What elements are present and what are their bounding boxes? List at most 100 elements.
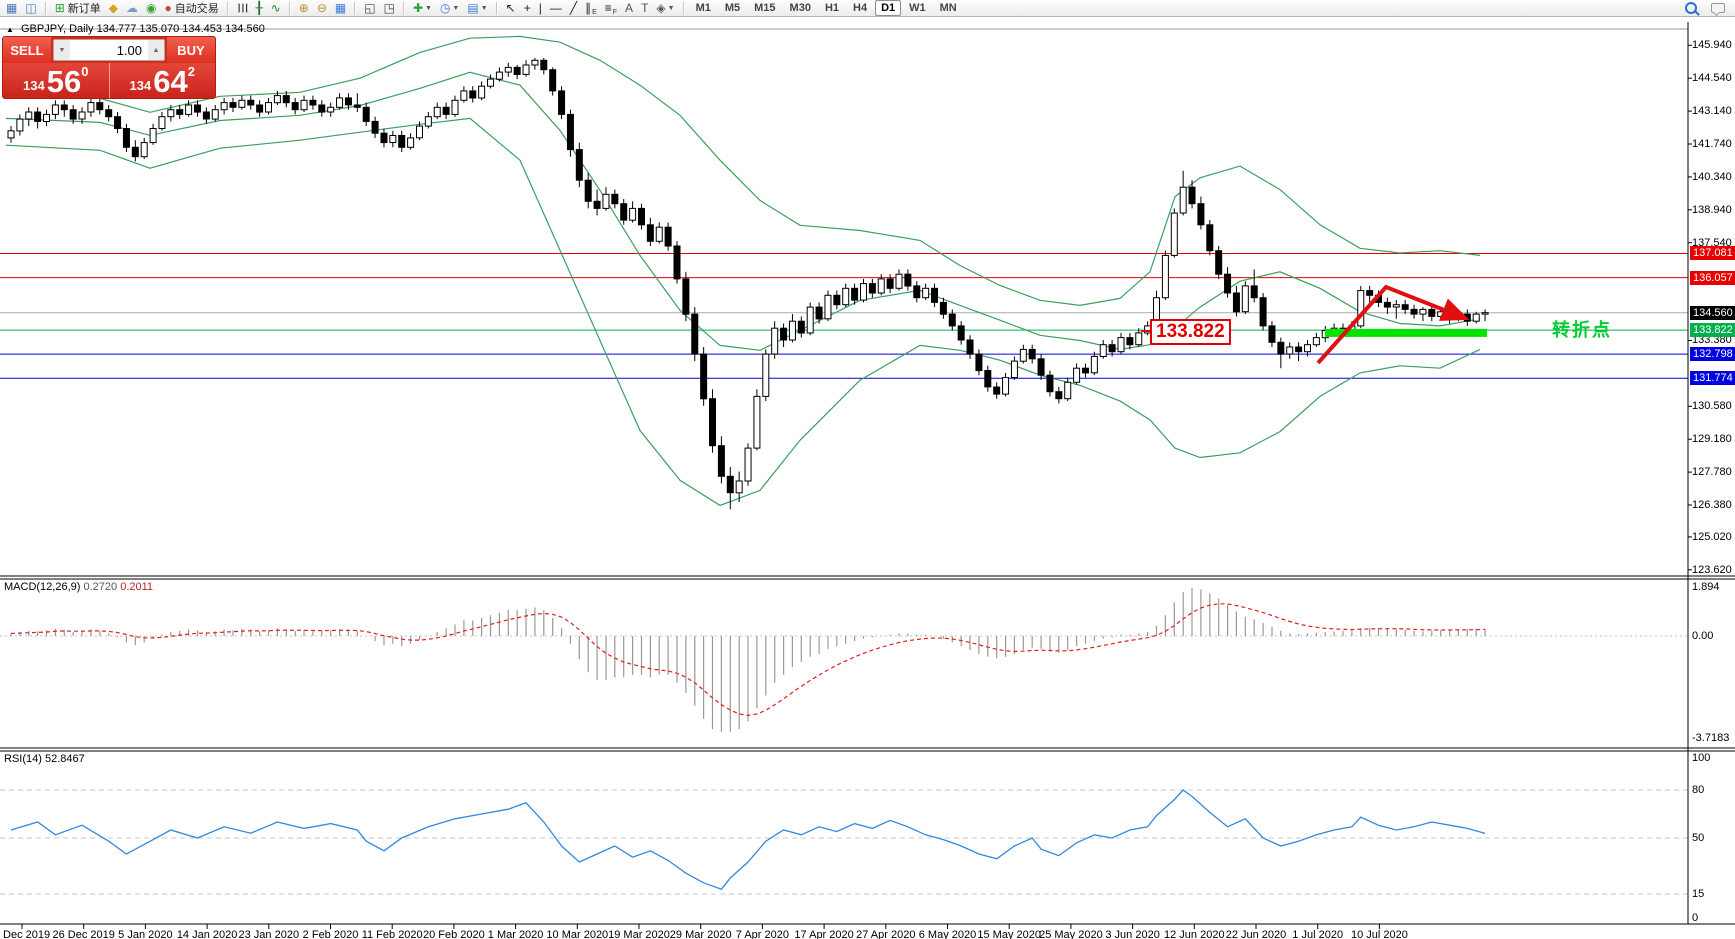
chevron-down-icon[interactable]: ▼ xyxy=(480,4,488,12)
macd-pane[interactable] xyxy=(0,588,1688,732)
volume-input[interactable]: 1.00 xyxy=(116,42,142,58)
periods-button[interactable]: ◷ ▼ xyxy=(436,0,463,17)
time-axis-label[interactable]: 2 Feb 2020 xyxy=(302,929,359,939)
time-axis-label[interactable]: 23 Jan 2020 xyxy=(238,929,300,939)
time-axis-label[interactable]: 6 May 2020 xyxy=(918,929,977,939)
autotrading-button[interactable]: ● 自动交易 xyxy=(160,0,222,17)
price-callout-box[interactable]: 133.822 xyxy=(1150,319,1231,345)
rsi-value: 52.8467 xyxy=(44,753,85,765)
time-axis-label[interactable]: 17 Apr 2020 xyxy=(794,929,854,939)
chat-icon[interactable] xyxy=(1711,3,1725,13)
volume-increase-button[interactable]: ▲ xyxy=(148,40,164,60)
zoom-out-button[interactable]: ⊖ xyxy=(313,0,331,17)
market-watch-button[interactable]: ◫ xyxy=(21,0,40,17)
text-button[interactable]: A xyxy=(621,0,637,17)
chevron-down-icon[interactable]: ▼ xyxy=(425,4,432,12)
templates-button[interactable]: ▤ ▼ xyxy=(463,0,491,17)
time-axis-label[interactable]: 27 Apr 2020 xyxy=(856,929,916,939)
support-highlight-bar[interactable] xyxy=(1325,328,1487,337)
turning-point-label[interactable]: 转折点 xyxy=(1552,320,1612,340)
time-axis-label[interactable]: 10 Jul 2020 xyxy=(1350,929,1408,939)
add-indicator-button[interactable]: ✚ ▼ xyxy=(409,0,436,17)
timeframe-mn[interactable]: MN xyxy=(939,2,957,14)
timeframe-w1[interactable]: W1 xyxy=(909,2,926,14)
price-level-badge: 134.560 xyxy=(1690,305,1735,320)
candle xyxy=(247,99,255,106)
indicator-window-icon: ◱ xyxy=(364,1,376,15)
text-label-button[interactable]: T xyxy=(637,0,652,17)
time-axis-label[interactable]: 1 Jul 2020 xyxy=(1292,929,1344,939)
price-tick-label: 129.180 xyxy=(1692,433,1732,446)
profile-button[interactable]: ☁ xyxy=(122,0,142,17)
rsi-pane[interactable] xyxy=(0,789,1688,895)
candlestick-chart-button[interactable]: ╂ xyxy=(251,0,266,17)
time-axis-label[interactable]: 10 Mar 2020 xyxy=(546,929,609,939)
price-pane[interactable] xyxy=(0,28,1688,510)
time-axis-label[interactable]: 11 Feb 2020 xyxy=(361,929,423,939)
time-axis-label[interactable]: 7 Apr 2020 xyxy=(735,929,789,939)
time-axis-label[interactable]: 26 Dec 2019 xyxy=(52,929,115,939)
time-axis-label[interactable]: 3 Jun 2020 xyxy=(1105,929,1160,939)
fibonacci-button[interactable]: ≡ F xyxy=(601,0,621,17)
indicator-window-button[interactable]: ◱ xyxy=(360,0,379,17)
time-axis-label[interactable]: 19 Mar 2020 xyxy=(608,929,670,939)
buy-button[interactable]: BUY xyxy=(167,37,215,63)
candle xyxy=(96,102,104,111)
candle xyxy=(1197,203,1205,226)
candle xyxy=(673,245,681,280)
timeframe-h4[interactable]: H4 xyxy=(853,2,868,14)
volume-control: ▼ 1.00 ▲ xyxy=(53,39,165,61)
new-order-button[interactable]: ⊞ 新订单 xyxy=(51,0,105,17)
timeframe-h1[interactable]: H1 xyxy=(824,2,840,14)
trend-arrow[interactable] xyxy=(1316,284,1470,365)
candle xyxy=(220,102,228,111)
channel-button[interactable]: ∥ E xyxy=(581,0,601,17)
candle xyxy=(1410,308,1418,315)
signal-button[interactable]: ◉ xyxy=(142,0,160,17)
volume-decrease-button[interactable]: ▼ xyxy=(54,40,70,60)
trendline-button[interactable]: ╱ xyxy=(566,0,581,17)
candle xyxy=(158,116,166,129)
cursor-button[interactable]: ↖ xyxy=(502,0,520,17)
candle xyxy=(114,116,122,129)
time-axis-label[interactable]: 15 May 2020 xyxy=(977,929,1041,939)
candle xyxy=(193,104,201,113)
chart-window-button[interactable]: ▦ xyxy=(2,0,21,17)
horizontal-line-button[interactable]: — xyxy=(546,0,566,17)
price-level-badge: 136.057 xyxy=(1690,270,1735,285)
time-axis-label[interactable]: 22 Jun 2020 xyxy=(1225,929,1287,939)
eraser-button[interactable]: ◆ xyxy=(105,0,122,17)
candle xyxy=(815,306,823,320)
time-axis-label[interactable]: 1 Mar 2020 xyxy=(487,929,544,939)
line-chart-button[interactable]: ∿ xyxy=(267,0,285,17)
candle xyxy=(735,480,743,494)
collapse-triangle-icon[interactable]: ▲ xyxy=(6,25,14,34)
timeframe-m15[interactable]: M15 xyxy=(754,2,776,14)
vertical-line-button[interactable]: | xyxy=(535,0,546,17)
candle xyxy=(1081,367,1089,374)
time-axis-label[interactable]: 25 May 2020 xyxy=(1039,929,1103,939)
candle xyxy=(1463,313,1471,322)
timeframe-m30[interactable]: M30 xyxy=(789,2,811,14)
sell-price[interactable]: 134 56 0 xyxy=(3,63,110,98)
search-icon[interactable] xyxy=(1685,2,1697,14)
crosshair-button[interactable]: + xyxy=(520,0,535,17)
time-axis-label[interactable]: 29 Mar 2020 xyxy=(669,929,732,939)
time-axis-label[interactable]: 20 Feb 2020 xyxy=(423,929,485,939)
timeframe-d1[interactable]: D1 xyxy=(875,0,902,16)
time-axis-label[interactable]: 12 Jun 2020 xyxy=(1164,929,1225,939)
timeframe-m1[interactable]: M1 xyxy=(695,2,711,14)
chevron-down-icon[interactable]: ▼ xyxy=(667,4,675,12)
tile-windows-button[interactable]: ▦ xyxy=(331,0,350,17)
chevron-down-icon[interactable]: ▼ xyxy=(452,4,460,12)
shapes-button[interactable]: ◈ ▼ xyxy=(652,0,678,17)
time-axis-label[interactable]: 7 Dec 2019 xyxy=(0,929,51,939)
time-axis-label[interactable]: 14 Jan 2020 xyxy=(176,929,238,939)
timeframe-m5[interactable]: M5 xyxy=(724,2,741,14)
indicator-add-window-button[interactable]: ◳ xyxy=(380,0,399,17)
sell-button[interactable]: SELL xyxy=(3,37,51,63)
buy-price[interactable]: 134 64 2 xyxy=(109,63,215,98)
time-axis-label[interactable]: 5 Jan 2020 xyxy=(118,929,173,939)
zoom-in-button[interactable]: ⊕ xyxy=(295,0,313,17)
